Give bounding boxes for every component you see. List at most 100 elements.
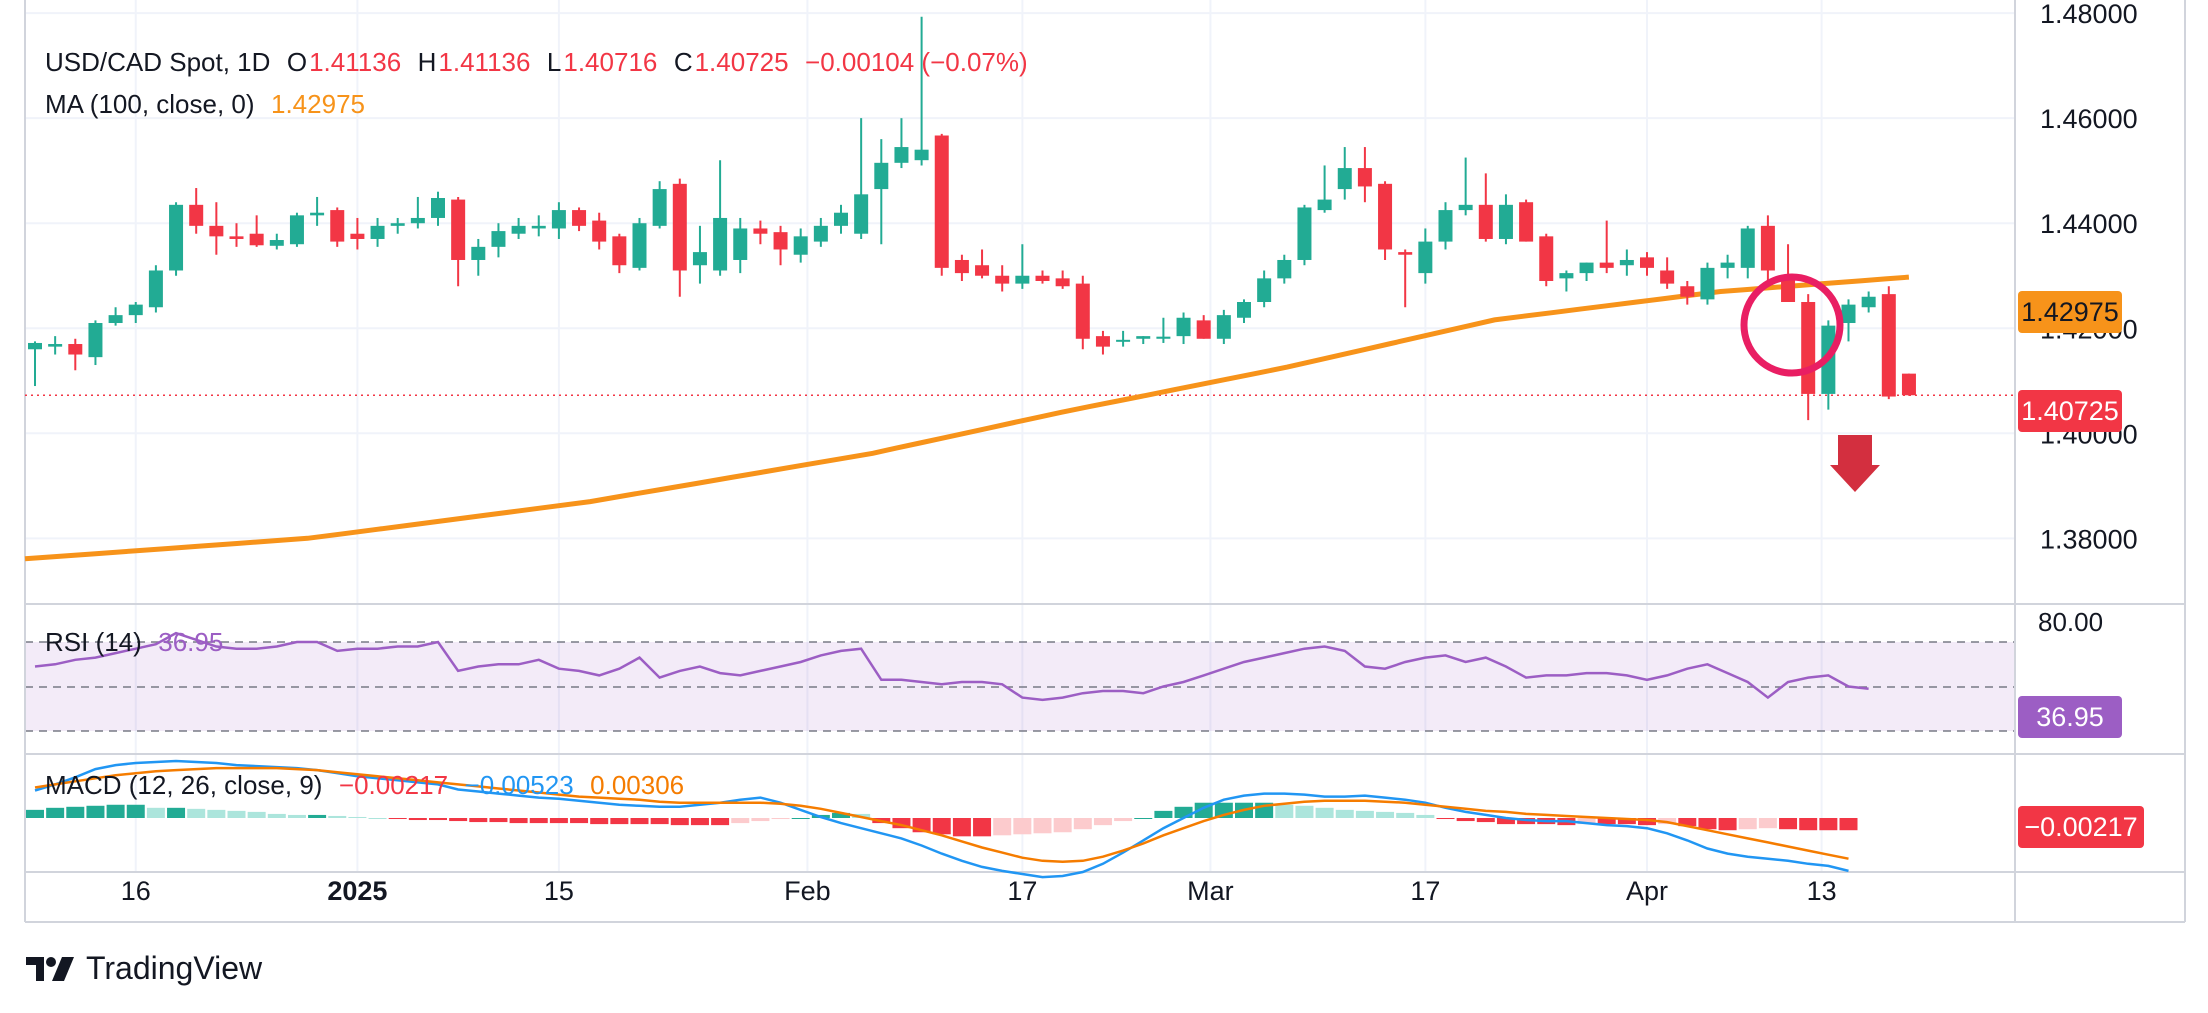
candle-body: [28, 342, 42, 350]
candle-body: [1357, 168, 1372, 187]
macd-histogram-bar: [1134, 818, 1153, 819]
macd-histogram-bar: [952, 818, 971, 837]
macd-histogram-bar: [590, 818, 609, 825]
candle-body: [1237, 302, 1251, 318]
candle-body: [753, 228, 768, 234]
macd-value-tag: −0.00217: [2018, 806, 2144, 848]
macd-histogram-bar: [1376, 811, 1395, 818]
price-tick-label: 1.48000: [2040, 0, 2138, 29]
macd-histogram-bar: [1758, 818, 1777, 829]
candle-body: [451, 199, 466, 260]
candle-body: [834, 212, 848, 226]
candle-body: [612, 236, 627, 266]
highlight-circle: [1740, 273, 1844, 377]
candle-body: [1519, 202, 1534, 242]
chart-grid: [25, 0, 2015, 872]
macd-histogram-bar: [1617, 818, 1636, 825]
price-tick-label: 1.38000: [2040, 524, 2138, 554]
ma-legend-value: 1.42975: [271, 89, 365, 119]
change-value: −0.00104 (−0.07%): [805, 47, 1028, 77]
macd-histogram-bar: [1698, 818, 1717, 830]
low-value: 1.40716: [563, 47, 658, 77]
candle-body: [68, 344, 83, 355]
macd-legend-macd: −0.00217: [338, 770, 449, 800]
candle-body: [189, 204, 204, 226]
candle-body: [1035, 275, 1050, 281]
macd-histogram-bar: [1033, 818, 1052, 834]
candle-body: [350, 233, 365, 239]
ma-price-tag: 1.42975: [2018, 291, 2122, 333]
macd-histogram-bar: [489, 818, 508, 823]
candle-body: [1760, 225, 1775, 271]
candle-body: [813, 225, 828, 242]
candle-body: [592, 220, 607, 242]
macd-histogram-bar: [1577, 818, 1596, 825]
candle-body: [854, 194, 869, 234]
candle-body: [169, 204, 184, 271]
candle-body: [652, 189, 667, 226]
macd-histogram-bar: [66, 806, 85, 818]
candle-body: [1257, 278, 1272, 302]
macd-histogram-bar: [650, 818, 669, 825]
rsi-legend-label: RSI (14): [45, 627, 142, 657]
candle-body: [1700, 267, 1715, 300]
candle-body: [1418, 241, 1433, 274]
macd-histogram-bar: [1355, 810, 1374, 818]
time-tick-label: 16: [121, 876, 151, 906]
candle-body: [1619, 259, 1634, 266]
candle-body: [934, 135, 949, 268]
candle-body: [88, 323, 103, 358]
candle-body: [370, 225, 385, 239]
macd-histogram-bar: [610, 818, 629, 825]
macd-histogram-bar: [167, 807, 186, 818]
candle-body: [1680, 286, 1695, 297]
candle-body: [1640, 257, 1654, 268]
candle-body: [1498, 204, 1513, 239]
macd-legend-label: MACD (12, 26, close, 9): [45, 770, 323, 800]
macd-histogram-bar: [1013, 818, 1032, 835]
macd-histogram-bar: [690, 818, 709, 826]
macd-histogram-bar: [1476, 818, 1495, 823]
close-label: C: [673, 47, 693, 77]
macd-histogram-bar: [832, 812, 850, 818]
candle-body: [531, 225, 546, 229]
macd-histogram-bar: [1738, 818, 1757, 830]
candle-body: [1881, 294, 1896, 397]
macd-histogram-bar: [570, 818, 589, 824]
macd-histogram-bar: [1396, 812, 1415, 818]
macd-histogram-bar: [207, 809, 226, 818]
candle-body: [1559, 273, 1574, 279]
candle-body: [410, 217, 425, 224]
down-arrow-icon: [1830, 435, 1880, 492]
candle-body: [1781, 275, 1796, 302]
macd-histogram-bar: [993, 818, 1012, 836]
price-tick-label: 1.44000: [2040, 209, 2138, 239]
ma-price-tag-text: 1.42975: [2021, 297, 2119, 327]
ma-100-line: [24, 274, 1910, 562]
macd-histogram-bar: [771, 818, 790, 820]
candle-body: [1398, 252, 1413, 255]
rsi-line: [34, 631, 1869, 702]
candle-body: [733, 228, 748, 260]
macd-histogram-bar: [1335, 809, 1354, 818]
price-tick-label: 1.46000: [2040, 104, 2138, 134]
candle-body: [48, 344, 63, 347]
macd-histogram-bar: [1073, 818, 1092, 830]
candle-body: [431, 198, 445, 218]
macd-histogram-bar: [1779, 818, 1798, 830]
macd-legend: MACD (12, 26, close, 9) −0.00217 −0.0052…: [45, 770, 686, 800]
macd-histogram-bar: [227, 810, 246, 818]
candle-body: [1055, 278, 1070, 287]
macd-histogram-bar: [469, 818, 488, 823]
candle-body: [269, 240, 284, 246]
rsi-legend-value: 36.95: [158, 627, 224, 657]
candle-body: [310, 212, 325, 216]
time-tick-label: Apr: [1626, 876, 1668, 906]
rsi-value-tag-text: 36.95: [2036, 702, 2104, 732]
time-tick-label: Feb: [784, 876, 831, 906]
candle-body: [572, 210, 587, 226]
macd-histogram-bar: [247, 811, 266, 818]
macd-histogram-bar: [187, 808, 206, 818]
macd-histogram-bar: [1114, 818, 1133, 822]
